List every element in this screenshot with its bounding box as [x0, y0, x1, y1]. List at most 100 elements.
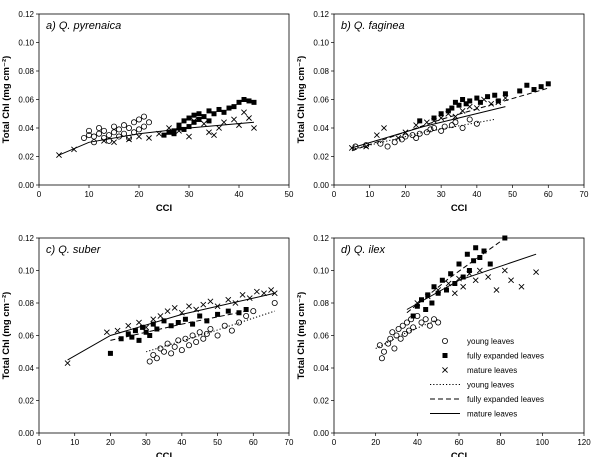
data-point	[146, 135, 152, 141]
data-point	[206, 129, 212, 136]
data-point	[445, 110, 452, 117]
data-point	[464, 251, 470, 257]
y-tick-label: 0.02	[313, 397, 329, 406]
legend-label: fully expanded leaves	[467, 395, 544, 404]
y-tick-label: 0.12	[18, 10, 34, 19]
data-point	[467, 98, 473, 104]
data-point	[207, 325, 214, 332]
data-point	[200, 301, 207, 308]
data-point	[150, 316, 157, 323]
data-point	[533, 269, 540, 276]
legend: young leaves fully expanded leaves mature …	[426, 333, 582, 424]
data-point	[251, 125, 257, 131]
x-tick-label: 40	[472, 190, 481, 199]
data-point	[385, 340, 392, 347]
data-point	[196, 116, 202, 122]
data-point	[384, 143, 391, 150]
data-point	[445, 108, 451, 114]
data-point	[425, 292, 431, 298]
data-point	[186, 115, 192, 121]
data-point	[206, 118, 212, 124]
y-tick-label: 0.06	[18, 96, 34, 105]
data-point	[414, 303, 420, 309]
data-point	[449, 105, 455, 111]
data-point	[178, 347, 185, 354]
y-tick-label: 0.02	[18, 397, 34, 406]
data-point	[395, 325, 402, 332]
y-tick-label: 0.10	[313, 39, 329, 48]
panel-d: 0 20 40 60 80 100 120 0.00 0.02 0.04 0.06 0.08 0.10 0…	[296, 234, 591, 457]
x-tick-label: 70	[285, 438, 294, 447]
data-point	[171, 131, 177, 137]
y-tick-label: 0.06	[313, 96, 329, 105]
data-point	[429, 300, 435, 306]
data-point	[186, 133, 192, 140]
data-point	[125, 331, 131, 337]
data-point	[232, 300, 239, 306]
data-point	[239, 291, 246, 298]
data-point	[140, 123, 147, 130]
data-point	[460, 274, 466, 280]
data-point	[207, 298, 214, 305]
data-point	[459, 125, 466, 132]
data-point	[181, 126, 187, 132]
data-point	[181, 118, 187, 124]
data-point	[171, 304, 178, 311]
x-tick-label: 40	[235, 190, 244, 199]
data-point	[176, 122, 182, 128]
data-point	[235, 319, 242, 326]
data-point	[135, 126, 142, 133]
data-point	[146, 358, 153, 365]
data-point	[225, 296, 232, 303]
data-point	[176, 125, 182, 131]
y-tick-label: 0.04	[18, 124, 34, 133]
data-point	[463, 101, 469, 107]
data-point	[460, 97, 466, 102]
data-point	[136, 337, 142, 343]
panel-title: c) Q. suber	[46, 244, 102, 256]
x-tick-label: 50	[285, 190, 294, 199]
data-point	[435, 290, 441, 296]
data-point	[399, 322, 406, 329]
plot-frame	[38, 237, 290, 434]
data-point	[493, 287, 500, 293]
data-point	[427, 126, 434, 133]
data-point	[271, 299, 278, 306]
data-point	[448, 271, 454, 277]
x-tick-label: 0	[332, 190, 337, 199]
y-tick-label: 0.00	[18, 429, 34, 438]
x-tick-label: 100	[536, 438, 550, 447]
data-point	[130, 119, 137, 126]
legend-entry: mature leaves	[442, 366, 517, 375]
data-point	[201, 114, 207, 120]
data-point	[243, 312, 250, 319]
x-tick-label: 50	[508, 190, 517, 199]
x-axis-label: CCI	[156, 203, 172, 214]
y-tick-label: 0.00	[313, 181, 329, 190]
data-point	[431, 117, 437, 124]
data-point	[438, 111, 444, 117]
data-point	[426, 322, 433, 329]
y-tick-label: 0.04	[313, 364, 329, 373]
data-point	[145, 119, 152, 126]
panel-c: 0 10 20 30 40 50 60 70 0.00 0.02 0.04 0.06 0.08 0.10 0…	[1, 234, 294, 457]
y-tick-label: 0.06	[313, 332, 329, 341]
data-point	[391, 345, 398, 352]
data-point	[221, 119, 227, 126]
data-point	[175, 320, 181, 325]
y-tick-label: 0.04	[18, 364, 34, 373]
fit-line-mature	[406, 253, 537, 310]
x-tick-label: 70	[580, 190, 589, 199]
legend-label: fully expanded leaves	[467, 352, 544, 361]
data-point	[485, 274, 492, 280]
data-point	[216, 125, 222, 131]
x-tick-label: 20	[401, 190, 410, 199]
x-tick-label: 0	[37, 190, 42, 199]
data-point	[86, 127, 93, 134]
series-fully	[161, 97, 257, 138]
data-point	[389, 329, 396, 336]
legend-label: mature leaves	[467, 410, 517, 419]
x-tick-label: 60	[249, 438, 258, 447]
data-point	[150, 351, 157, 358]
legend-label: young leaves	[467, 381, 514, 390]
